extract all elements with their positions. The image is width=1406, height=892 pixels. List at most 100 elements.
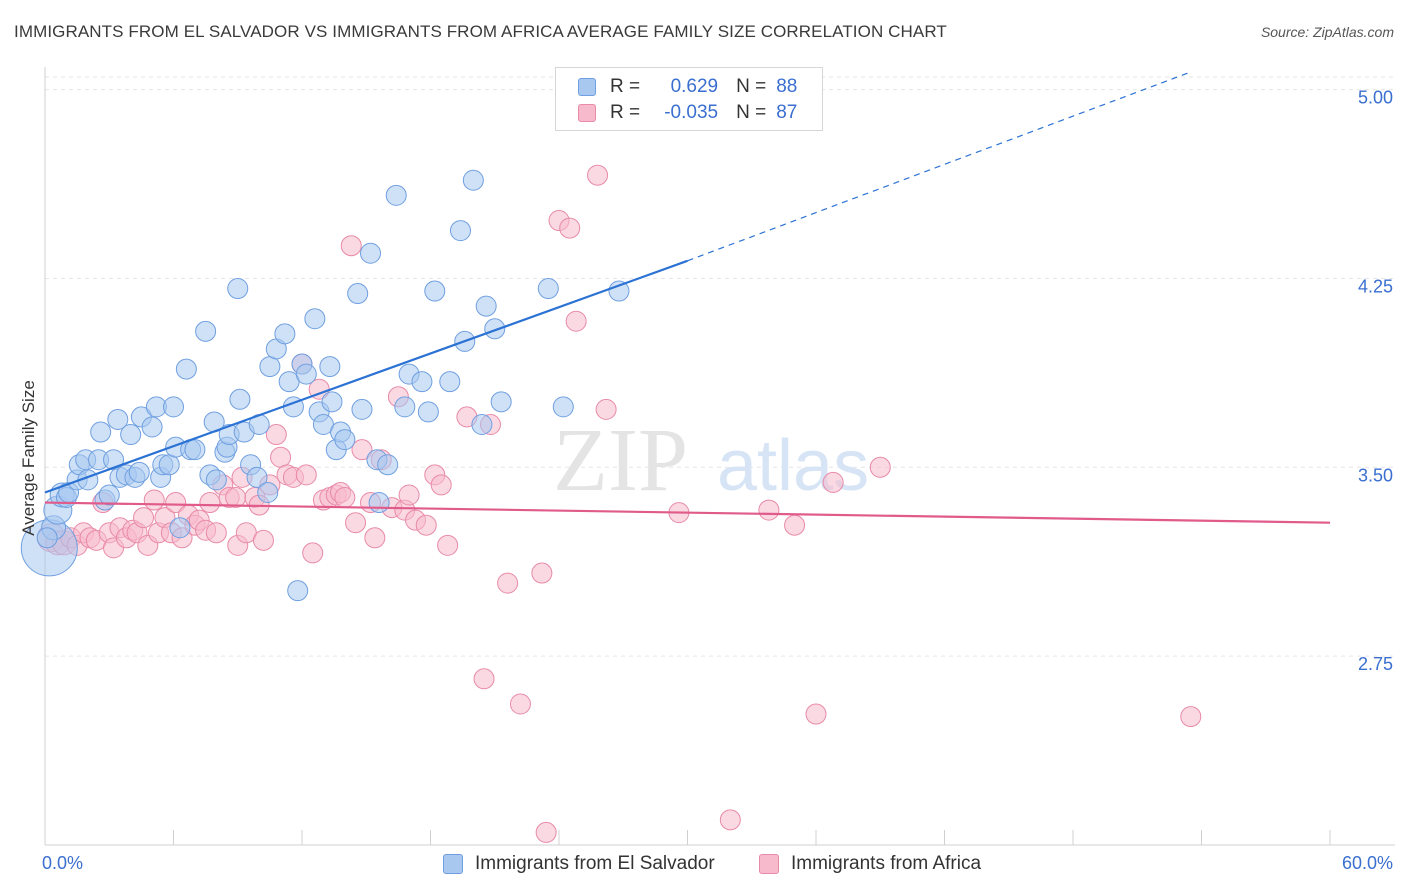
stats-row-africa: R = -0.035 N = 87 [578,101,797,125]
axis-labels: 2.75 3.50 4.25 5.00 0.0% 60.0% Average Family … [19,88,1393,873]
x-tick-label-max: 60.0% [1342,853,1393,873]
data-point-africa [559,217,581,239]
data-point-el-salvador [490,391,512,413]
r-value: 0.629 [670,76,719,97]
axes [44,67,1395,846]
data-point-el-salvador [229,388,251,410]
legend-label-el-salvador: Immigrants from El Salvador [475,853,715,874]
data-point-africa [415,514,437,536]
data-point-el-salvador [368,492,390,514]
y-tick-label: 3.50 [1358,465,1393,485]
data-point-el-salvador [98,484,120,506]
y-tick-label: 2.75 [1358,654,1393,674]
y-tick-label: 5.00 [1358,88,1393,108]
data-point-el-salvador [128,461,150,483]
stats-swatch-el-salvador [578,78,596,96]
data-point-el-salvador [287,580,309,602]
grid-lines [45,76,1395,657]
data-point-africa [165,492,187,514]
data-point-africa [340,235,362,257]
data-point-el-salvador [608,280,630,302]
data-point-el-salvador [321,391,343,413]
data-point-africa [805,703,827,725]
stats-legend: R = 0.629 N = 88 R = -0.035 N = 87 [555,67,823,131]
data-point-africa [1180,706,1202,728]
data-point-el-salvador [537,278,559,300]
data-point-el-salvador [411,371,433,393]
watermark: ZIP atlas [553,411,869,510]
data-point-africa [565,310,587,332]
data-point-el-salvador [107,408,129,430]
n-label: N = [736,76,767,97]
trend-lines [44,71,1331,524]
data-point-africa [345,512,367,534]
data-point-el-salvador [360,242,382,264]
data-point-africa [430,474,452,496]
data-point-el-salvador [259,356,281,378]
legend-label-africa: Immigrants from Africa [791,853,982,874]
data-point-africa [364,527,386,549]
data-point-africa [270,446,292,468]
data-point-africa [265,424,287,446]
n-value: 88 [776,76,798,97]
y-tick-label: 4.25 [1358,276,1393,296]
data-point-africa [199,492,221,514]
data-point-africa [497,572,519,594]
data-point-africa [398,484,420,506]
data-point-africa [822,471,844,493]
data-point-el-salvador [184,439,206,461]
data-point-africa [252,529,274,551]
x-tick-label-min: 0.0% [42,853,83,873]
data-point-africa [143,489,165,511]
data-point-africa [535,821,557,843]
data-point-el-salvador [163,396,184,418]
data-point-el-salvador [169,517,191,539]
data-point-africa [784,514,806,536]
data-point-africa [473,668,495,690]
n-label: N = [736,102,767,123]
data-point-el-salvador [295,363,317,385]
data-point-el-salvador [141,416,163,438]
data-point-africa [295,464,317,486]
legend-item-africa[interactable]: Immigrants from Africa [759,850,981,878]
data-point-el-salvador [417,401,439,423]
n-value: 87 [776,102,798,123]
data-point-el-salvador [394,396,416,418]
stats-row-el-salvador: R = 0.629 N = 88 [578,75,797,99]
data-point-el-salvador [385,184,407,206]
data-point-el-salvador [304,308,326,330]
data-point-el-salvador [475,295,497,317]
legend-item-el-salvador[interactable]: Immigrants from El Salvador [443,850,715,878]
data-point-africa [437,534,459,556]
data-point-el-salvador [462,169,484,191]
data-point-el-salvador [439,371,461,393]
data-point-el-salvador [471,413,493,435]
watermark-zip: ZIP [553,411,688,510]
data-point-africa [509,693,531,715]
data-point-el-salvador [257,481,279,503]
data-point-africa [351,439,373,461]
data-point-el-salvador [424,280,446,302]
data-point-el-salvador [158,454,180,476]
data-point-africa [758,499,780,521]
data-point-el-salvador [319,356,341,378]
data-point-el-salvador [552,396,574,418]
r-label: R = [610,102,641,123]
data-point-africa [587,164,609,186]
data-point-el-salvador [227,278,249,300]
data-point-africa [133,507,155,529]
data-point-el-salvador [195,320,217,342]
chart-title: IMMIGRANTS FROM EL SALVADOR VS IMMIGRANT… [14,22,947,41]
data-point-el-salvador [484,318,506,340]
data-point-el-salvador [120,424,142,446]
data-point-africa [531,562,553,584]
data-point-el-salvador [449,220,471,242]
data-point-africa [869,456,891,478]
data-point-el-salvador [274,323,296,345]
data-point-africa [205,522,227,544]
data-point-el-salvador [36,527,58,549]
data-point-el-salvador [347,283,369,305]
data-point-el-salvador [175,358,197,380]
trend-line-extension-el-salvador [687,71,1192,262]
